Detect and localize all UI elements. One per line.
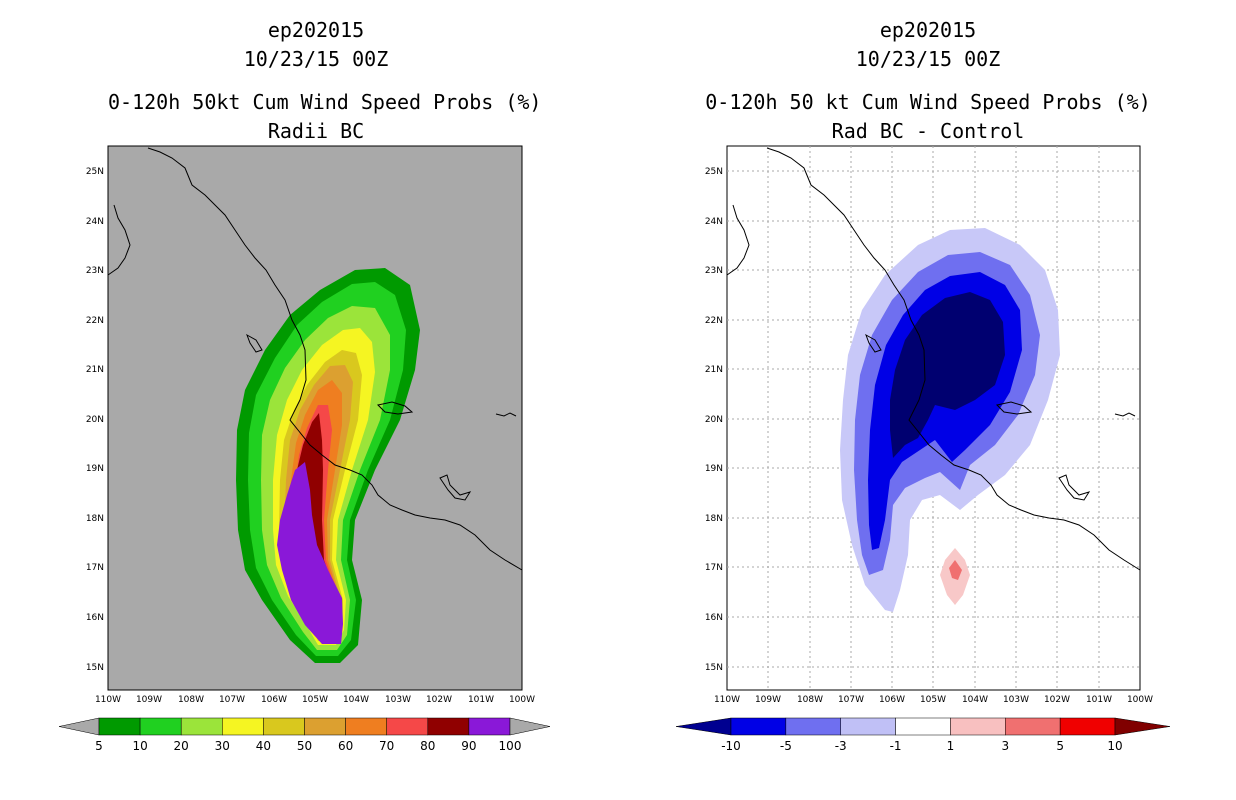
right-lat-18n: 18N [705,514,723,524]
right-lon-105w: 105W [920,695,946,705]
left-lon-107w: 107W [219,695,245,705]
right-colorbar-label: 10 [1107,739,1122,753]
left-lat-25n: 25N [86,167,104,177]
left-coastline [107,147,523,571]
right-lon-102w: 102W [1044,695,1070,705]
left-lat-labels: 15N 16N 17N 18N 19N 20N 21N 22N 23N 24N … [86,167,104,673]
left-colorbar-over-arrow [509,717,551,736]
left-panel-title: ep202015 10/23/15 00Z 0-120h 50kt Cum Wi… [108,16,542,146]
left-colorbar-label: 5 [95,739,103,753]
left-colorbar-label: 80 [420,739,435,753]
right-lon-110w: 110W [714,695,740,705]
right-colorbar-label: 1 [947,739,955,753]
left-lat-22n: 22N [86,316,104,326]
left-lat-21n: 21N [86,365,104,375]
right-title-subtitle: Rad BC - Control [831,119,1025,143]
left-lon-108w: 108W [178,695,204,705]
left-probability-contours [236,268,420,663]
right-panel-title: ep202015 10/23/15 00Z 0-120h 50 kt Cum W… [700,16,1156,146]
left-lon-104w: 104W [343,695,369,705]
right-lon-107w: 107W [838,695,864,705]
left-lon-109w: 109W [136,695,162,705]
left-colorbar: 5 10 20 30 40 50 60 70 80 90 100 [58,717,551,753]
left-colorbar-label: 20 [174,739,189,753]
right-colorbar-swatch [950,717,1006,736]
right-lat-23n: 23N [705,266,723,276]
left-lat-15n: 15N [86,663,104,673]
right-lon-labels: 110W 109W 108W 107W 106W 105W 104W 103W … [714,695,1153,705]
right-lon-100w: 100W [1127,695,1153,705]
right-lat-22n: 22N [705,316,723,326]
right-colorbar-swatch [730,717,787,736]
right-title-product: 0-120h 50 kt Cum Wind Speed Probs (%) [705,90,1151,114]
contour-90pct [277,462,343,644]
left-lon-105w: 105W [302,695,328,705]
left-lat-16n: 16N [86,613,104,623]
right-title-storm-id: ep202015 [879,18,977,42]
left-colorbar-label: 50 [297,739,312,753]
left-lat-17n: 17N [86,563,104,573]
right-lat-19n: 19N [705,464,723,474]
left-title-datetime: 10/23/15 00Z [243,47,389,71]
right-colorbar-label: -5 [780,739,792,753]
right-lat-labels: 15N 16N 17N 18N 19N 20N 21N 22N 23N 24N … [705,167,723,673]
left-colorbar-label: 40 [256,739,271,753]
right-colorbar-swatch [840,717,896,736]
right-difference-contours [840,228,1060,612]
left-lon-103w: 103W [385,695,411,705]
left-title-product: 0-120h 50kt Cum Wind Speed Probs (%) [108,90,542,114]
right-colorbar: -10 -5 -3 -1 1 3 5 10 [675,717,1171,753]
right-colorbar-swatch [895,717,951,736]
left-colorbar-label: 60 [338,739,353,753]
right-lat-24n: 24N [705,217,723,227]
right-colorbar-label: 3 [1001,739,1009,753]
right-lat-21n: 21N [705,365,723,375]
right-coastline [726,147,1141,571]
left-lat-23n: 23N [86,266,104,276]
right-colorbar-label: -1 [890,739,902,753]
left-lat-20n: 20N [86,415,104,425]
right-map-panel: 15N 16N 17N 18N 19N 20N 21N 22N 23N 24N … [675,145,1171,753]
right-colorbar-label: -10 [721,739,741,753]
right-lon-101w: 101W [1086,695,1112,705]
right-lat-16n: 16N [705,613,723,623]
right-lon-108w: 108W [797,695,823,705]
right-lon-109w: 109W [755,695,781,705]
left-lat-18n: 18N [86,514,104,524]
right-colorbar-swatch [1059,717,1116,736]
contour-pos3 [949,560,962,580]
right-lon-103w: 103W [1003,695,1029,705]
right-lon-106w: 106W [879,695,905,705]
right-lat-15n: 15N [705,663,723,673]
left-colorbar-label: 90 [461,739,476,753]
right-lat-25n: 25N [705,167,723,177]
left-lon-101w: 101W [468,695,494,705]
right-colorbar-swatch [1005,717,1061,736]
left-map-panel: 15N 16N 17N 18N 19N 20N 21N 22N 23N 24N … [58,145,551,753]
left-colorbar-label: 30 [215,739,230,753]
left-lat-19n: 19N [86,464,104,474]
left-lon-labels: 110W 109W 108W 107W 106W 105W 104W 103W … [95,695,535,705]
left-colorbar-label: 10 [132,739,147,753]
right-lat-17n: 17N [705,563,723,573]
right-colorbar-over-arrow [1114,717,1171,736]
right-colorbar-label: -3 [835,739,847,753]
left-colorbar-label: 70 [379,739,394,753]
right-title-datetime: 10/23/15 00Z [855,47,1001,71]
left-lon-106w: 106W [261,695,287,705]
left-lat-24n: 24N [86,217,104,227]
left-lon-110w: 110W [95,695,121,705]
right-lat-20n: 20N [705,415,723,425]
left-lon-102w: 102W [426,695,452,705]
right-colorbar-swatch [785,717,841,736]
left-title-subtitle: Radii BC [267,119,365,143]
left-lon-100w: 100W [509,695,535,705]
left-colorbar-label: 100 [499,739,522,753]
left-title-storm-id: ep202015 [267,18,365,42]
right-colorbar-label: 5 [1056,739,1064,753]
right-lon-104w: 104W [962,695,988,705]
right-colorbar-under-arrow [675,717,732,736]
